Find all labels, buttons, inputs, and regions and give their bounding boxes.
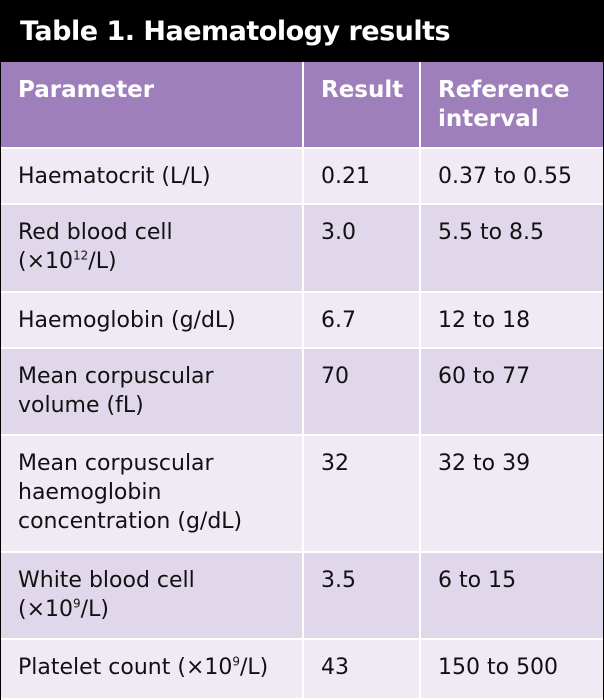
cell-reference: 0.37 to 0.55 bbox=[420, 148, 603, 205]
table-row: Mean corpuscular volume (fL) 70 60 to 77 bbox=[1, 348, 603, 436]
cell-parameter-unit-suffix: /L) bbox=[88, 249, 117, 274]
cell-result: 32 bbox=[303, 435, 421, 553]
cell-parameter: Platelet count (×109/L) bbox=[1, 639, 304, 700]
cell-result: 6.7 bbox=[303, 292, 421, 349]
title-bar: Table 1. Haematology results bbox=[0, 0, 604, 62]
header-row: Parameter Result Reference interval bbox=[1, 62, 603, 149]
column-header-result: Result bbox=[303, 62, 421, 149]
cell-reference: 5.5 to 8.5 bbox=[420, 204, 603, 293]
cell-result: 3.5 bbox=[303, 552, 421, 640]
cell-parameter-name: Red blood cell bbox=[18, 220, 173, 245]
cell-parameter-name: White blood cell bbox=[18, 568, 195, 593]
cell-result: 43 bbox=[303, 639, 421, 700]
cell-parameter: Haematocrit (L/L) bbox=[1, 148, 304, 205]
cell-reference: 32 to 39 bbox=[420, 435, 603, 553]
table-title: Table 1. Haematology results bbox=[20, 15, 451, 47]
column-header-reference-text: Reference interval bbox=[438, 77, 570, 132]
cell-parameter: Mean corpuscular volume (fL) bbox=[1, 348, 304, 436]
cell-parameter-unit-prefix: (×10 bbox=[177, 655, 233, 680]
cell-reference: 150 to 500 bbox=[420, 639, 603, 700]
table-row: Haemoglobin (g/dL) 6.7 12 to 18 bbox=[1, 292, 603, 349]
cell-parameter: Mean corpuscular haemoglobin concentrati… bbox=[1, 435, 304, 553]
cell-reference: 60 to 77 bbox=[420, 348, 603, 436]
column-header-parameter: Parameter bbox=[1, 62, 304, 149]
cell-result: 0.21 bbox=[303, 148, 421, 205]
column-header-reference-interval: Reference interval bbox=[420, 62, 603, 149]
cell-reference: 6 to 15 bbox=[420, 552, 603, 640]
cell-parameter-unit-exp: 9 bbox=[73, 596, 81, 611]
haematology-table: Parameter Result Reference interval Haem… bbox=[1, 62, 603, 700]
table-row: Red blood cell (×1012/L) 3.0 5.5 to 8.5 bbox=[1, 204, 603, 293]
cell-parameter-unit-prefix: (×10 bbox=[18, 249, 74, 274]
cell-parameter-unit-suffix: /L) bbox=[80, 597, 109, 622]
cell-parameter-unit-prefix: (×10 bbox=[18, 597, 74, 622]
cell-parameter-unit-exp: 12 bbox=[73, 248, 89, 263]
cell-parameter-name: Platelet count bbox=[18, 655, 171, 680]
cell-reference: 12 to 18 bbox=[420, 292, 603, 349]
cell-parameter: Red blood cell (×1012/L) bbox=[1, 204, 304, 293]
cell-parameter: White blood cell (×109/L) bbox=[1, 552, 304, 640]
cell-parameter-unit-exp: 9 bbox=[232, 654, 241, 669]
table-row: Mean corpuscular haemoglobin concentrati… bbox=[1, 435, 603, 553]
cell-result: 3.0 bbox=[303, 204, 421, 293]
cell-parameter-unit-suffix: /L) bbox=[240, 655, 269, 680]
table-row: White blood cell (×109/L) 3.5 6 to 15 bbox=[1, 552, 603, 640]
cell-parameter: Haemoglobin (g/dL) bbox=[1, 292, 304, 349]
table-row: Haematocrit (L/L) 0.21 0.37 to 0.55 bbox=[1, 148, 603, 205]
cell-result: 70 bbox=[303, 348, 421, 436]
table-row: Platelet count (×109/L) 43 150 to 500 bbox=[1, 639, 603, 700]
cell-parameter-text: Mean corpuscular haemoglobin concentrati… bbox=[18, 451, 243, 534]
cell-parameter-text: Mean corpuscular volume (fL) bbox=[18, 364, 214, 418]
